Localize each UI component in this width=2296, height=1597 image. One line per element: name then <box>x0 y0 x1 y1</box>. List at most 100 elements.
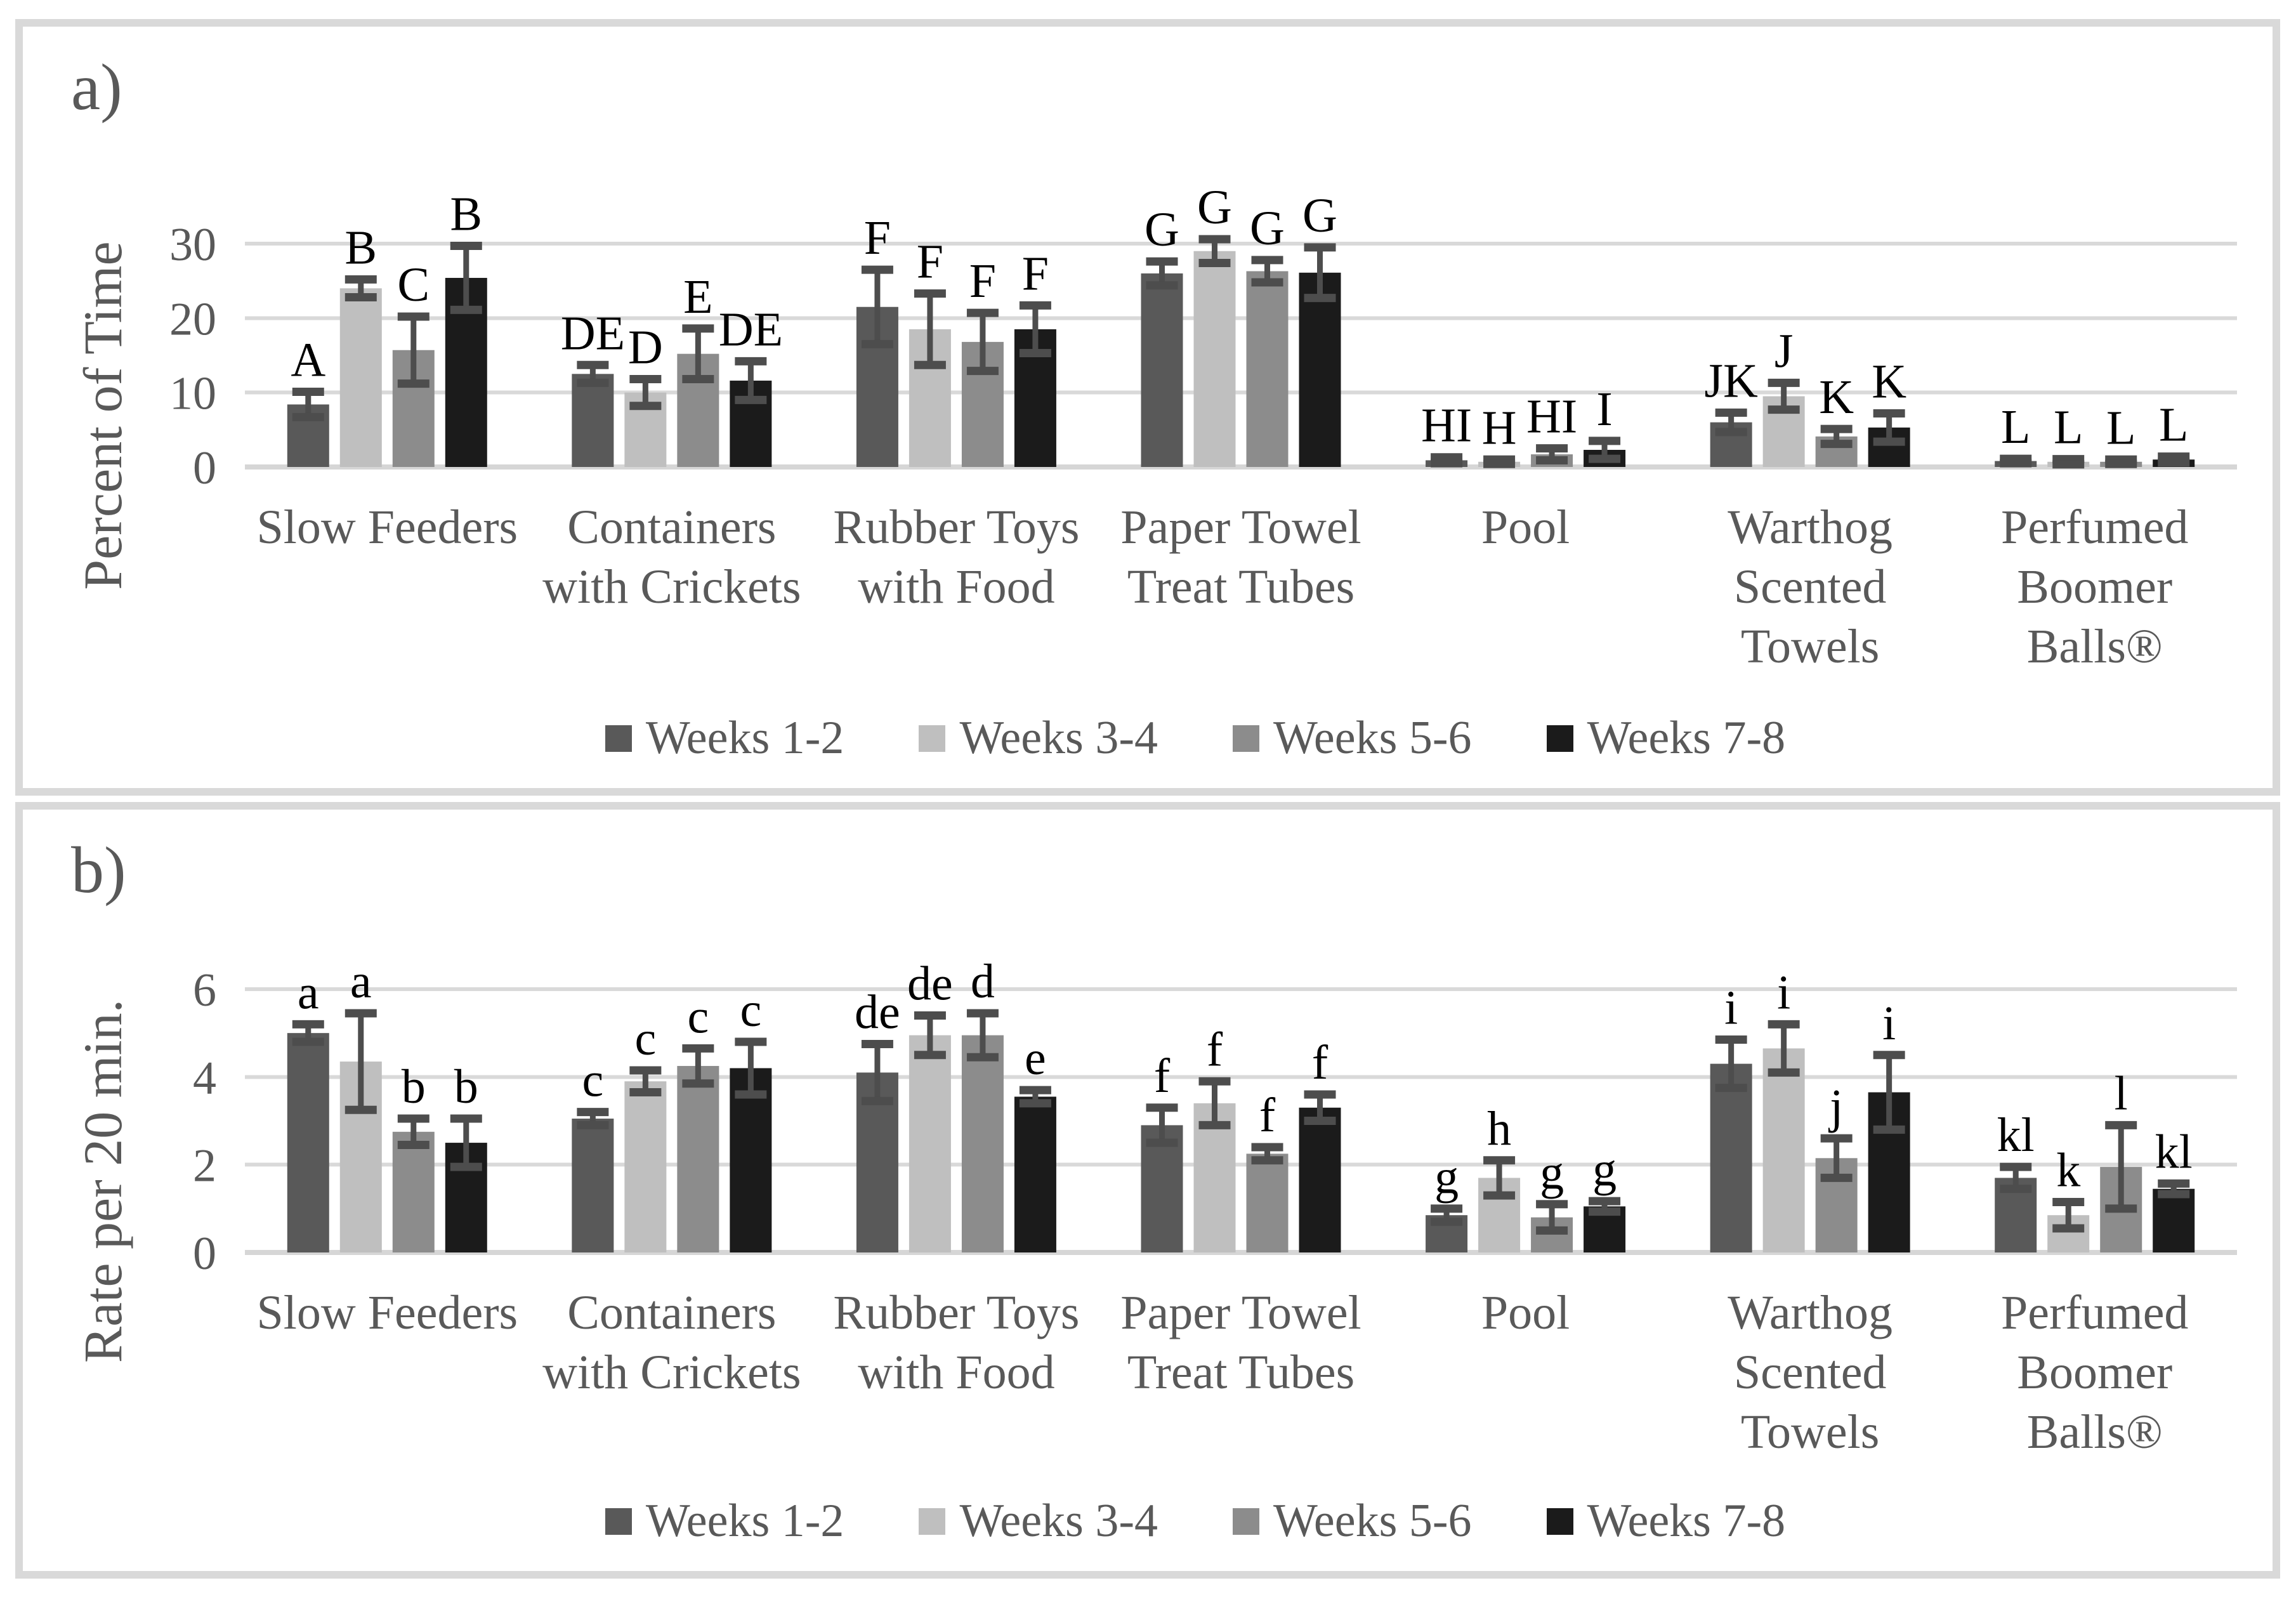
legend-label: Weeks 5-6 <box>1273 1495 1472 1547</box>
significance-letter: F <box>969 254 996 308</box>
significance-letter: de <box>855 985 900 1039</box>
significance-letter: i <box>1724 982 1738 1035</box>
legend-swatch <box>605 725 632 752</box>
bar <box>624 1081 667 1252</box>
bar <box>287 1033 329 1252</box>
significance-letter: B <box>344 221 377 274</box>
significance-letter: I <box>1596 383 1612 436</box>
bar <box>909 1035 951 1252</box>
category-label: Pool <box>1481 1286 1570 1339</box>
bar <box>1014 1096 1056 1252</box>
significance-letter: kl <box>1997 1108 2035 1162</box>
legend-label: Weeks 7-8 <box>1587 1495 1786 1547</box>
significance-letter: H <box>1482 401 1517 454</box>
category-label: Slow Feeders <box>256 1286 518 1339</box>
significance-letter: c <box>687 990 709 1043</box>
category-label: Paper Towel Treat Tubes <box>1120 501 1361 614</box>
y-tick-label: 0 <box>193 1228 216 1280</box>
significance-letter: K <box>1819 371 1854 424</box>
y-axis-title: Percent of Time <box>72 241 133 589</box>
significance-letter: a <box>350 955 372 1008</box>
legend-item: Weeks 5-6 <box>1233 711 1472 765</box>
category-label: Perfumed Boomer Balls® <box>2001 501 2188 673</box>
legend-swatch <box>919 725 946 752</box>
category-label: Slow Feeders <box>256 501 518 554</box>
panel-a: a) 0 10 20 30 Percent of Time A B C B Slow Feeder… <box>15 19 2280 796</box>
significance-letter: L <box>2001 400 2030 454</box>
significance-letter: G <box>1197 181 1232 234</box>
significance-letter: c <box>582 1054 603 1107</box>
significance-letter: K <box>1872 355 1906 409</box>
legend-swatch <box>1546 1508 1573 1535</box>
significance-letter: JK <box>1704 354 1758 407</box>
significance-letter: B <box>450 188 482 241</box>
category-label: Containers with Crickets <box>542 1286 801 1399</box>
bar <box>1141 273 1183 467</box>
panel-a-label: a) <box>71 51 122 124</box>
bar <box>961 1035 1004 1252</box>
bar <box>2153 1188 2195 1252</box>
y-tick-label: 6 <box>193 964 216 1016</box>
legend-label: Weeks 1-2 <box>645 712 844 764</box>
legend-label: Weeks 3-4 <box>959 712 1158 764</box>
significance-letter: DE <box>561 306 625 360</box>
significance-letter: b <box>454 1060 478 1114</box>
bar <box>1762 1048 1805 1252</box>
significance-letter: F <box>1022 247 1049 300</box>
significance-letter: de <box>907 957 953 1011</box>
significance-letter: d <box>971 955 995 1008</box>
panel-a-legend: Weeks 1-2 Weeks 3-4 Weeks 5-6 Weeks 7-8 <box>23 711 2273 765</box>
significance-letter: C <box>397 258 430 312</box>
significance-letter: g <box>1592 1143 1617 1196</box>
panel-b-legend: Weeks 1-2 Weeks 3-4 Weeks 5-6 Weeks 7-8 <box>23 1494 2273 1548</box>
legend-item: Weeks 7-8 <box>1546 711 1785 765</box>
significance-letter: j <box>1828 1080 1843 1133</box>
y-tick-label: 20 <box>169 293 216 345</box>
bar <box>572 374 614 467</box>
significance-letter: D <box>628 321 663 374</box>
category-label: Paper Towel Treat Tubes <box>1120 1286 1361 1399</box>
category-label: Pool <box>1481 501 1570 554</box>
panel-a-chart: 0 10 20 30 Percent of Time A BCB Slow Feeders DE… <box>72 181 2237 673</box>
y-tick-label: 4 <box>193 1052 216 1104</box>
category-label: Rubber Toys with Food <box>833 1286 1079 1399</box>
bar <box>1710 1063 1752 1252</box>
category-label: Warthog Scented Towels <box>1728 1286 1893 1459</box>
significance-letter: A <box>291 333 325 386</box>
significance-letter: g <box>1540 1146 1564 1199</box>
significance-letter: L <box>2159 398 2188 452</box>
bar <box>1299 1107 1341 1252</box>
significance-letter: DE <box>719 303 783 356</box>
bar <box>730 1068 772 1252</box>
category-label: Perfumed Boomer Balls® <box>2001 1286 2188 1459</box>
category-label: Rubber Toys with Food <box>833 501 1079 614</box>
bar <box>1246 271 1289 467</box>
significance-letter: g <box>1434 1150 1459 1204</box>
y-tick-label: 0 <box>193 442 216 494</box>
significance-letter: f <box>1259 1089 1276 1142</box>
significance-letter: i <box>1882 997 1896 1050</box>
significance-letter: h <box>1487 1102 1511 1155</box>
bar <box>339 288 382 467</box>
bar <box>1246 1153 1289 1252</box>
significance-letter: L <box>2106 401 2135 454</box>
bar <box>677 1066 719 1252</box>
significance-letter: G <box>1250 202 1285 255</box>
bar <box>1193 251 1236 467</box>
panel-b: b) 0 2 4 6 Rate per 20 min. a a b b Slow Feeders c… <box>15 802 2280 1579</box>
legend-swatch <box>1546 725 1573 752</box>
significance-letter: f <box>1312 1036 1328 1089</box>
legend-label: Weeks 1-2 <box>645 1495 844 1547</box>
y-tick-label: 30 <box>169 219 216 271</box>
legend-item: Weeks 7-8 <box>1546 1494 1786 1548</box>
significance-letter: f <box>1154 1049 1171 1103</box>
legend-label: Weeks 5-6 <box>1273 712 1472 764</box>
significance-letter: a <box>298 966 319 1019</box>
y-tick-label: 2 <box>193 1140 216 1192</box>
y-tick-label: 10 <box>169 368 216 420</box>
significance-letter: E <box>683 270 712 324</box>
category-label: Warthog Scented Towels <box>1728 501 1893 673</box>
significance-letter: e <box>1025 1032 1046 1085</box>
